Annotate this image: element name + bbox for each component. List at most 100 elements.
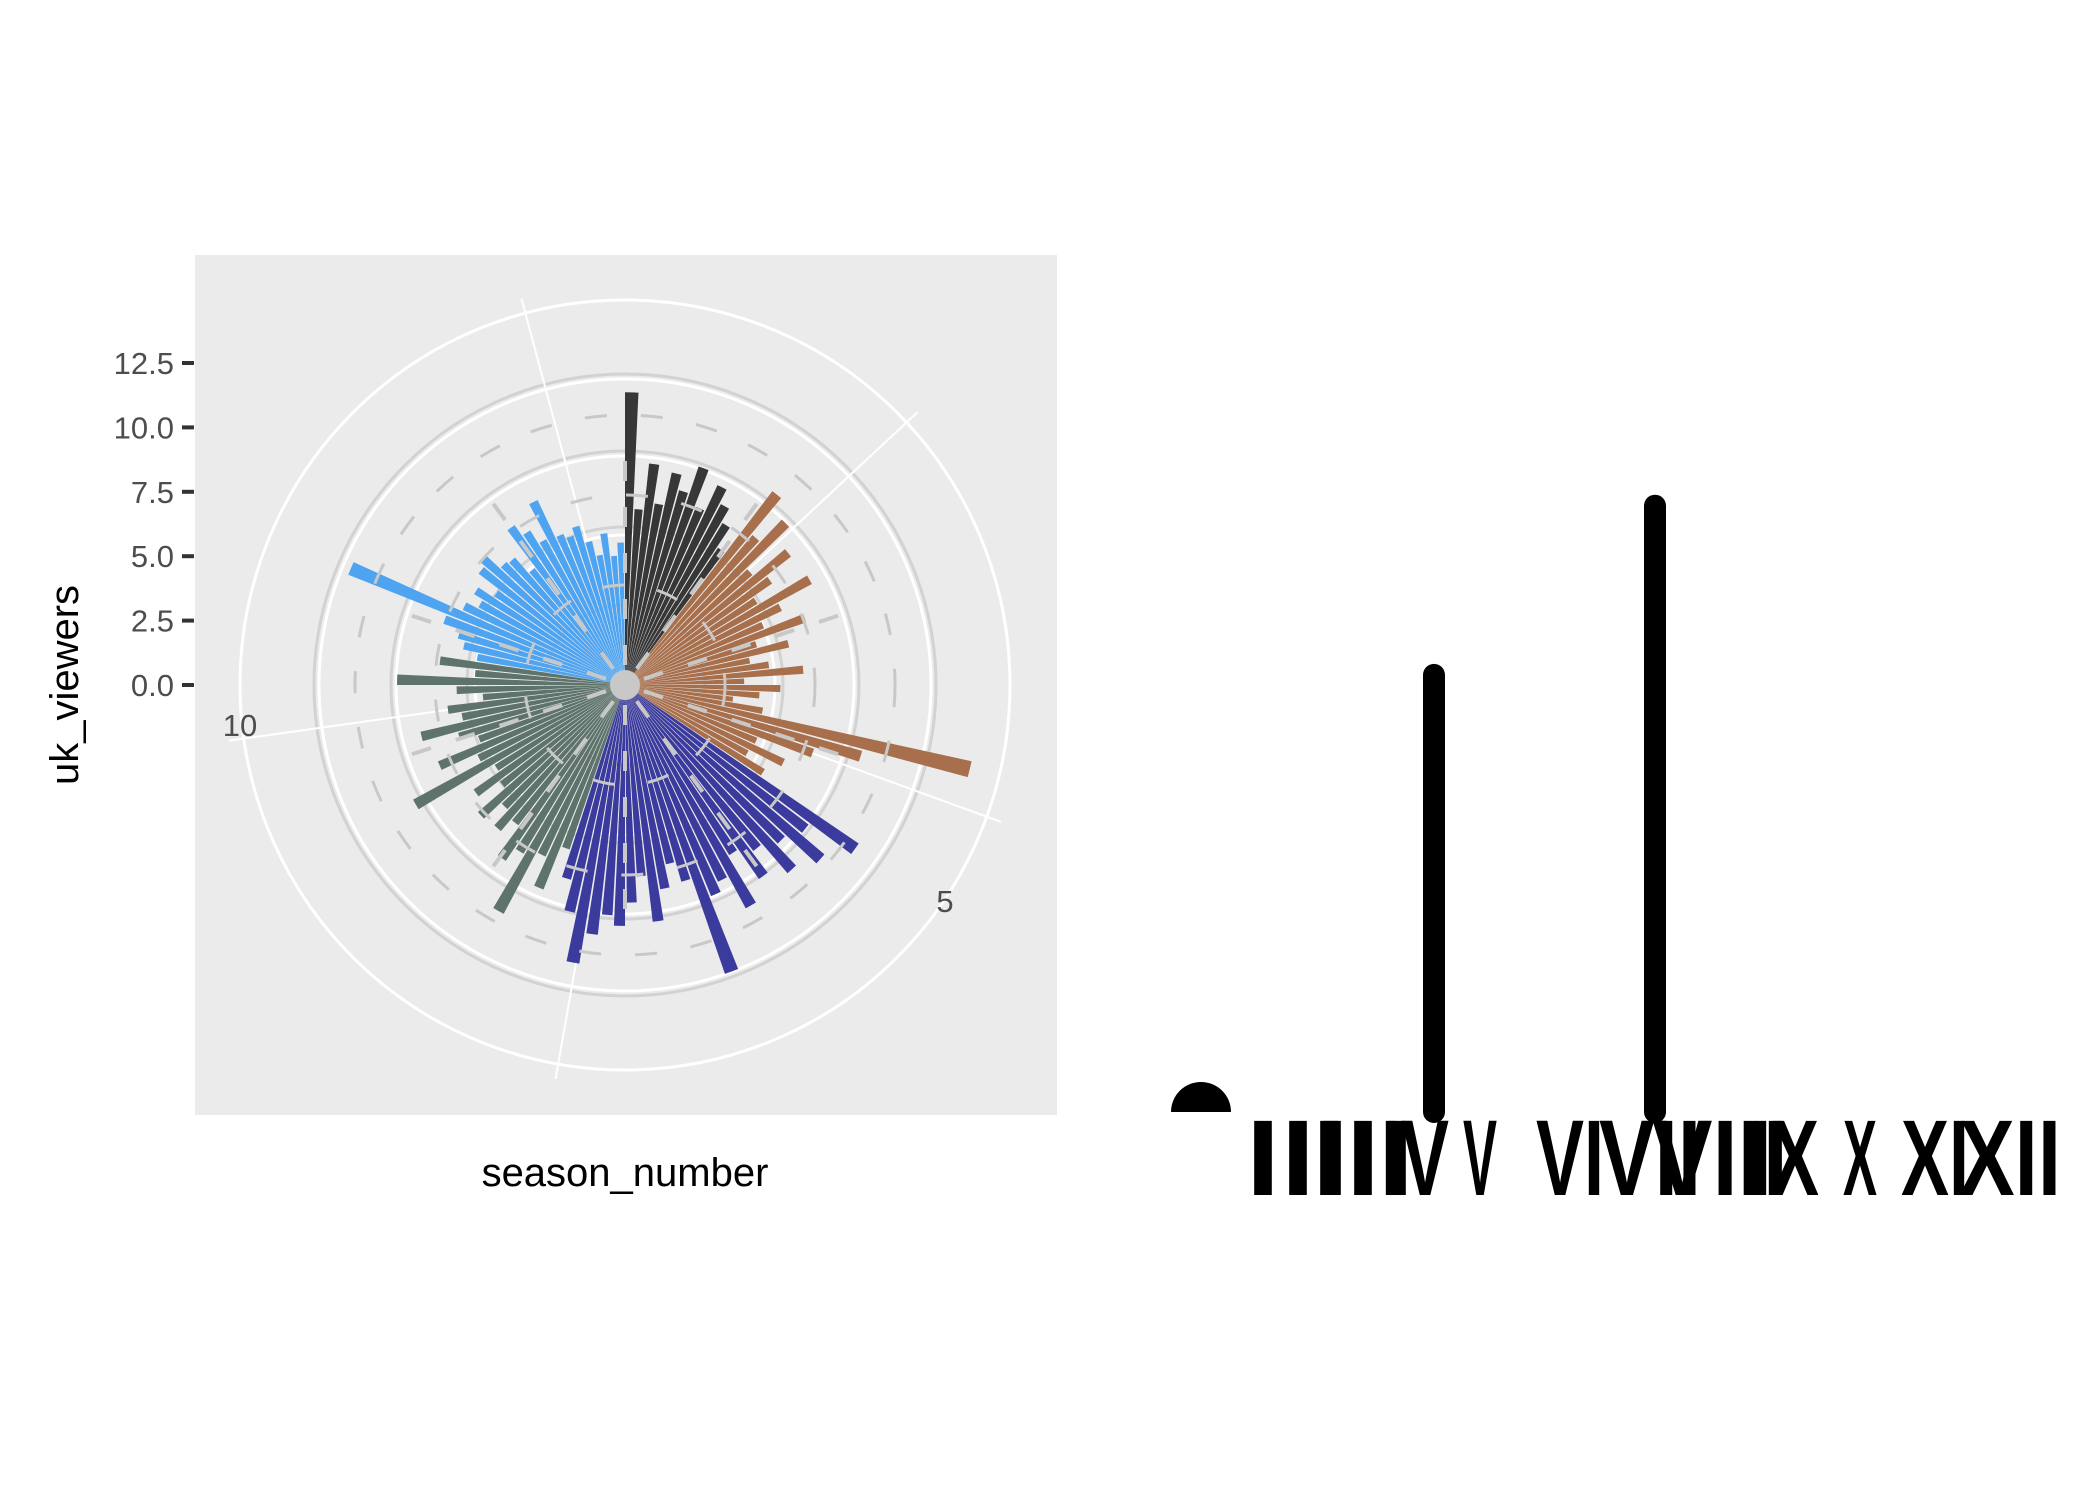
polar-bar [631, 504, 730, 674]
grid-ring [238, 298, 1012, 1072]
polar-bar [447, 686, 613, 714]
dashed-ring [523, 583, 727, 787]
dashed-spoke [635, 489, 768, 670]
polar-bars [348, 392, 972, 974]
polar-bar [477, 690, 614, 762]
polar-bar [636, 689, 758, 744]
polar-bar [636, 621, 765, 681]
y-tick-label: 7.5 [131, 475, 174, 510]
dashed-spoke [396, 608, 607, 681]
polar-bar [637, 661, 770, 684]
polar-bar [634, 549, 792, 678]
category-label: XII [1959, 1097, 2061, 1218]
y-axis-title: uk_viewers [43, 585, 87, 785]
polar-bar [529, 499, 620, 674]
polar-bar [515, 695, 619, 854]
polar-bar [458, 688, 613, 741]
polar-bar [586, 697, 624, 935]
polar-bar [626, 697, 664, 922]
polar-bar [633, 519, 790, 676]
angle-tick-labels: 5 10 [223, 708, 954, 919]
polar-bar [637, 685, 781, 693]
x-axis-title: season_number [482, 1151, 769, 1195]
polar-bar [627, 503, 664, 673]
polar-bar [627, 472, 682, 673]
polar-bar [493, 696, 619, 914]
polar-bar [637, 686, 734, 702]
polar-bar [478, 689, 613, 743]
category-label: XI [1901, 1097, 1969, 1218]
polar-bar [631, 696, 756, 909]
category-label: VI [1536, 1097, 1604, 1218]
polar-bar [631, 695, 737, 856]
polar-bar [628, 490, 688, 673]
polar-bar [637, 665, 804, 685]
polar-bar [636, 575, 812, 679]
angle-tick-label: 10 [223, 708, 257, 743]
polar-bar [537, 696, 620, 857]
category-label: IV [1381, 1097, 1449, 1218]
polar-bar [629, 696, 721, 897]
polar-bar-chart: 0.0 2.5 5.0 7.5 10.0 12.5 5 10 season_number u… [43, 255, 1057, 1195]
polar-bar [439, 656, 613, 684]
polar-bar [461, 687, 613, 721]
polar-bar [539, 539, 619, 674]
y-tick-label: 5.0 [131, 539, 174, 574]
category-label: II [1281, 1097, 1349, 1218]
polar-bar [635, 691, 765, 776]
polar-bar [507, 525, 618, 675]
polar-bar [637, 639, 790, 683]
polar-bar [637, 657, 751, 683]
polar-bar [633, 534, 760, 676]
category-label: X [1843, 1097, 1877, 1218]
polar-bar [572, 525, 622, 673]
polar-bar [463, 641, 613, 683]
polar-bar [600, 533, 624, 673]
polar-bar [631, 522, 730, 675]
dashed-ring [353, 413, 897, 957]
y-tick-label: 12.5 [114, 346, 174, 381]
dashed-ring [433, 493, 817, 877]
polar-bar [601, 697, 625, 916]
polar-bar [566, 535, 621, 673]
polar-bar [556, 533, 621, 674]
angle-tick-label: 5 [936, 884, 953, 919]
baseline-dot [1171, 1082, 1231, 1112]
polar-bar [629, 697, 739, 974]
polar-bar [478, 600, 614, 679]
polar-bar [637, 687, 764, 714]
polar-bar [476, 653, 613, 683]
polar-bar [474, 587, 615, 679]
polar-bar [529, 568, 618, 676]
polar-bar [509, 557, 617, 676]
polar-bar [633, 694, 797, 874]
dashed-spoke [482, 700, 615, 881]
y-tick-label: 2.5 [131, 604, 174, 639]
polar-bar [630, 696, 727, 882]
y-tick-label: 0.0 [131, 668, 174, 703]
polar-bar [480, 556, 616, 677]
polar-bar [500, 561, 616, 677]
polar-bar [462, 602, 614, 680]
polar-bar [637, 687, 972, 778]
dashed-spoke [635, 700, 768, 881]
polar-bar [634, 569, 753, 677]
polar-bar [562, 697, 621, 850]
polar-bar [564, 697, 623, 913]
polar-bar [629, 506, 705, 674]
polar-bar [637, 614, 807, 681]
polar-dashed-overlay [353, 413, 897, 957]
polar-bar [635, 597, 758, 679]
polar-bar [443, 615, 613, 681]
polar-bar [625, 392, 639, 673]
dashed-spoke [396, 689, 607, 762]
polar-bar [634, 693, 785, 844]
polar-bar [637, 689, 815, 758]
category-label: III [1312, 1097, 1414, 1218]
polar-bar [585, 541, 623, 673]
polar-bar [637, 685, 760, 699]
polar-bar [420, 687, 613, 742]
